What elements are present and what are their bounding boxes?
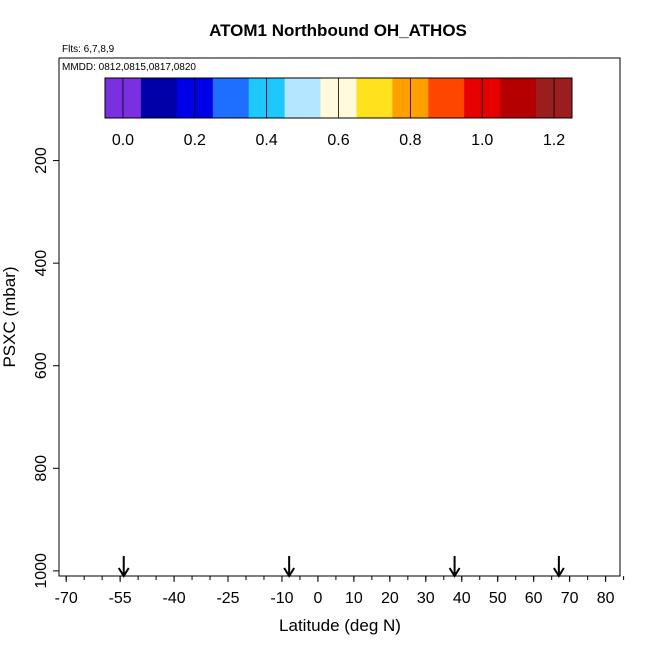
colorbar-tick-label-1: 0.2 <box>184 132 206 149</box>
flight-profile-8 <box>349 201 368 565</box>
x-axis-label: Latitude (deg N) <box>279 616 401 635</box>
colorbar-swatch-9 <box>428 78 465 118</box>
flight-profile-4 <box>245 201 263 565</box>
x-tick-label-6: 10 <box>345 590 363 607</box>
flight-profile-6 <box>299 201 317 565</box>
flight-profile-1 <box>151 201 170 565</box>
profile-marker-arrow-3 <box>553 556 565 578</box>
colorbar-tick-label-6: 1.2 <box>543 132 565 149</box>
x-tick-label-2: -40 <box>163 590 186 607</box>
x-tick-label-12: 70 <box>561 590 579 607</box>
x-tick-label-4: -10 <box>270 590 293 607</box>
date-annotation: MMDD: 0812,0815,0817,0820 <box>62 62 196 73</box>
flight-profiles <box>130 201 616 565</box>
flight-profile-2 <box>187 201 206 565</box>
flight-profile-5 <box>270 201 289 565</box>
flight-profile-14 <box>500 201 519 565</box>
colorbar-tick-label-2: 0.4 <box>256 132 278 149</box>
y-tick-label-3: 800 <box>33 455 50 482</box>
flight-profile-0 <box>130 201 148 565</box>
profile-marker-arrow-1 <box>283 556 296 578</box>
flight-profile-7 <box>324 201 343 565</box>
flight-profile-18 <box>597 201 616 565</box>
flight-profile-11 <box>425 201 443 565</box>
profile-marker-arrow-0 <box>117 556 130 578</box>
y-tick-label-1: 400 <box>33 250 50 277</box>
y-tick-label-2: 600 <box>33 352 50 379</box>
colorbar-swatch-1 <box>140 78 178 118</box>
plot-frame <box>58 57 621 577</box>
flights-annotation: Flts: 6,7,8,9 <box>62 44 115 55</box>
chart-title: ATOM1 Northbound OH_ATHOS <box>209 21 467 40</box>
colorbar-tick-label-0: 0.0 <box>112 132 134 149</box>
colorbar-swatch-7 <box>356 78 393 118</box>
profile-markers <box>117 556 565 578</box>
flight-profile-13 <box>475 201 494 565</box>
profile-marker-arrow-2 <box>448 556 461 578</box>
x-tick-label-11: 60 <box>525 590 543 607</box>
x-tick-label-1: -55 <box>109 590 132 607</box>
colorbar: 0.0 0.2 0.4 0.6 0.8 1.0 1.2 <box>104 77 573 149</box>
flight-profile-17 <box>579 201 598 565</box>
y-tick-label-4: 1000 <box>33 553 50 589</box>
y-tick-label-0: 200 <box>33 147 50 174</box>
flight-profile-9 <box>374 201 393 565</box>
y-axis-label: PSXC (mbar) <box>0 266 19 367</box>
x-tick-label-0: -70 <box>55 590 78 607</box>
x-tick-label-5: 0 <box>313 590 322 607</box>
flight-profile-12 <box>450 201 468 565</box>
colorbar-tick-label-4: 0.8 <box>399 132 421 149</box>
colorbar-swatch-3 <box>212 78 250 118</box>
x-tick-label-3: -25 <box>216 590 239 607</box>
x-tick-label-13: 80 <box>597 590 615 607</box>
x-tick-label-10: 50 <box>489 590 507 607</box>
x-axis: -70 -55 -40 -25 -10 0 10 20 30 40 50 60 70 80 <box>55 576 625 607</box>
flight-profile-10 <box>399 201 418 565</box>
x-tick-label-7: 20 <box>381 590 399 607</box>
y-axis: 200 400 600 800 1000 <box>33 147 59 589</box>
flight-profile-16 <box>554 201 573 565</box>
colorbar-tick-label-3: 0.6 <box>327 132 349 149</box>
x-tick-label-9: 40 <box>453 590 471 607</box>
colorbar-swatch-11 <box>500 78 537 118</box>
flight-profile-15 <box>525 201 544 565</box>
flight-profile-3 <box>220 201 238 565</box>
colorbar-swatch-5 <box>284 78 321 118</box>
colorbar-tick-label-5: 1.0 <box>471 132 493 149</box>
x-tick-label-8: 30 <box>417 590 435 607</box>
